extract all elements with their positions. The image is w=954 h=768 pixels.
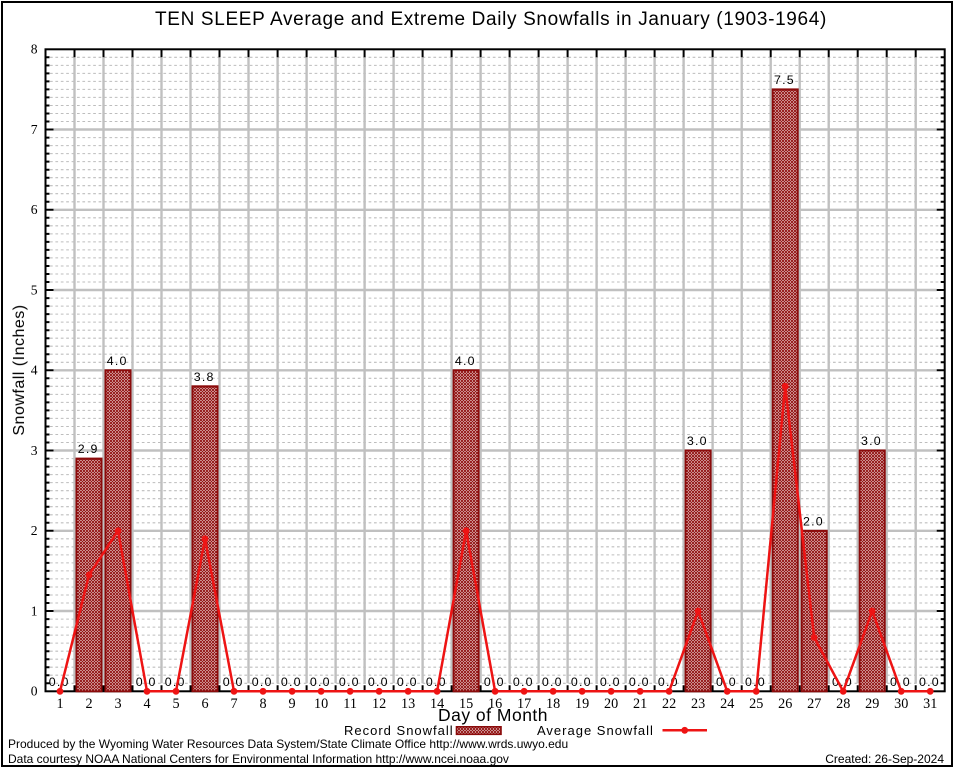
svg-text:4.0: 4.0 <box>107 354 128 368</box>
svg-text:5: 5 <box>172 696 179 712</box>
svg-text:28: 28 <box>836 696 850 712</box>
svg-text:6: 6 <box>31 202 38 217</box>
svg-text:11: 11 <box>343 696 357 712</box>
svg-text:2.0: 2.0 <box>803 514 824 528</box>
svg-text:16: 16 <box>488 696 502 712</box>
svg-text:0.0: 0.0 <box>310 675 331 689</box>
svg-text:1: 1 <box>56 696 63 712</box>
svg-text:7: 7 <box>230 696 237 712</box>
svg-text:3: 3 <box>31 443 38 458</box>
svg-text:5: 5 <box>31 282 38 297</box>
svg-text:0.0: 0.0 <box>890 675 911 689</box>
svg-text:7: 7 <box>31 122 38 137</box>
svg-text:0.0: 0.0 <box>919 675 940 689</box>
svg-text:0: 0 <box>31 684 38 699</box>
svg-text:0.0: 0.0 <box>716 675 737 689</box>
svg-text:8: 8 <box>31 42 38 57</box>
svg-text:25: 25 <box>749 696 763 712</box>
svg-text:0.0: 0.0 <box>165 675 186 689</box>
svg-text:29: 29 <box>865 696 879 712</box>
svg-text:20: 20 <box>604 696 618 712</box>
svg-text:24: 24 <box>720 696 734 712</box>
svg-text:27: 27 <box>807 696 821 712</box>
svg-text:30: 30 <box>894 696 908 712</box>
svg-text:0.0: 0.0 <box>513 675 534 689</box>
svg-text:23: 23 <box>691 696 705 712</box>
svg-text:0.0: 0.0 <box>252 675 273 689</box>
svg-text:4.0: 4.0 <box>455 354 476 368</box>
svg-text:0.0: 0.0 <box>745 675 766 689</box>
svg-text:3.0: 3.0 <box>861 434 882 448</box>
svg-text:31: 31 <box>923 696 937 712</box>
svg-text:14: 14 <box>430 696 444 712</box>
svg-text:0.0: 0.0 <box>542 675 563 689</box>
svg-text:0.0: 0.0 <box>397 675 418 689</box>
svg-text:0.0: 0.0 <box>339 675 360 689</box>
svg-text:0.0: 0.0 <box>49 675 70 689</box>
svg-text:0.0: 0.0 <box>571 675 592 689</box>
svg-text:22: 22 <box>662 696 676 712</box>
svg-text:3.8: 3.8 <box>194 370 215 384</box>
svg-text:10: 10 <box>314 696 328 712</box>
svg-text:0.0: 0.0 <box>426 675 447 689</box>
svg-text:9: 9 <box>289 696 296 712</box>
svg-text:3: 3 <box>114 696 121 712</box>
svg-text:21: 21 <box>633 696 647 712</box>
svg-text:7.5: 7.5 <box>774 73 795 87</box>
svg-text:0.0: 0.0 <box>600 675 621 689</box>
svg-text:17: 17 <box>517 696 531 712</box>
svg-text:2: 2 <box>85 696 92 712</box>
svg-text:15: 15 <box>459 696 473 712</box>
svg-text:8: 8 <box>259 696 266 712</box>
svg-text:0.0: 0.0 <box>629 675 650 689</box>
svg-text:12: 12 <box>372 696 386 712</box>
svg-text:3.0: 3.0 <box>687 434 708 448</box>
svg-text:18: 18 <box>546 696 560 712</box>
svg-text:4: 4 <box>143 696 150 712</box>
svg-text:2.9: 2.9 <box>78 442 99 456</box>
svg-text:26: 26 <box>778 696 792 712</box>
svg-text:2: 2 <box>31 523 38 538</box>
svg-text:1: 1 <box>31 603 38 618</box>
svg-text:4: 4 <box>31 363 38 378</box>
svg-text:13: 13 <box>401 696 415 712</box>
svg-text:0.0: 0.0 <box>281 675 302 689</box>
svg-text:0.0: 0.0 <box>368 675 389 689</box>
svg-text:19: 19 <box>575 696 589 712</box>
svg-text:6: 6 <box>201 696 208 712</box>
